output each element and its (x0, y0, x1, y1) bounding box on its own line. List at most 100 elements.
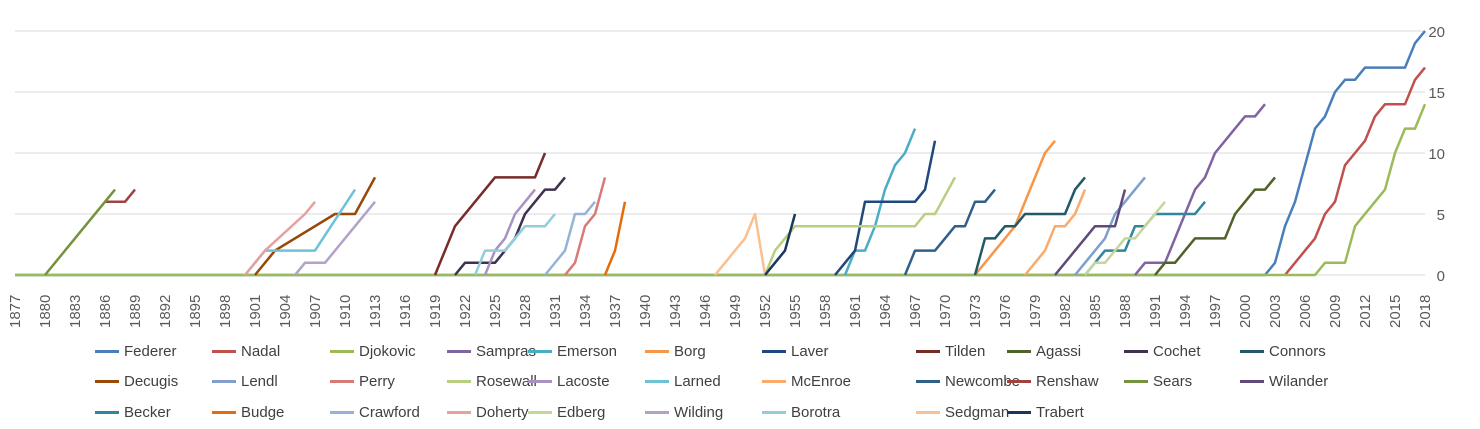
y-tick-label: 5 (1437, 207, 1445, 224)
legend-swatch (762, 349, 786, 353)
x-tick-label: 1994 (1177, 295, 1194, 328)
legend-item-emerson: Emerson (528, 341, 617, 361)
series-line-sears (44, 188, 116, 276)
legend-item-edberg: Edberg (528, 402, 605, 422)
x-tick-label: 1898 (217, 295, 234, 328)
series-line-djokovic (15, 103, 1427, 277)
legend-swatch (1124, 349, 1148, 353)
legend-label: Edberg (557, 403, 606, 421)
legend-label: Newcombe (945, 372, 1021, 390)
legend-item-borotra: Borotra (762, 402, 840, 422)
x-tick-label: 1910 (337, 295, 354, 328)
series-line-connors (973, 176, 1086, 276)
x-tick-label: 1931 (547, 295, 564, 328)
legend-label: Sampras (476, 342, 537, 360)
legend-swatch (330, 349, 354, 353)
legend-swatch (645, 410, 669, 414)
legend-item-renshaw: Renshaw (1007, 371, 1099, 391)
legend-swatch (95, 379, 119, 383)
x-tick-label: 1967 (907, 295, 924, 328)
x-tick-label: 2018 (1417, 295, 1434, 328)
legend-item-budge: Budge (212, 402, 284, 422)
legend-label: Tilden (945, 342, 986, 360)
x-tick-label: 2009 (1327, 295, 1344, 328)
legend-label: Connors (1269, 342, 1326, 360)
legend-swatch (916, 410, 940, 414)
legend-swatch (528, 349, 552, 353)
series-line-perry (564, 177, 607, 276)
legend-label: Agassi (1036, 342, 1082, 360)
legend-label: Borg (674, 342, 706, 360)
legend-item-larned: Larned (645, 371, 721, 391)
y-tick-label: 0 (1437, 268, 1445, 285)
legend-item-perry: Perry (330, 371, 395, 391)
y-tick-label: 20 (1428, 24, 1445, 41)
series-line-tilden (433, 152, 547, 276)
x-tick-label: 2012 (1357, 295, 1374, 328)
series-line-doherty (244, 201, 316, 276)
legend-swatch (212, 349, 236, 353)
legend-label: Cochet (1153, 342, 1201, 360)
legend-item-doherty: Doherty (447, 402, 529, 422)
x-tick-label: 2003 (1267, 295, 1284, 328)
legend-item-cochet: Cochet (1124, 341, 1201, 361)
legend-item-laver: Laver (762, 341, 829, 361)
legend-label: Nadal (241, 342, 281, 360)
x-tick-label: 1979 (1027, 295, 1044, 328)
legend-item-connors: Connors (1240, 341, 1326, 361)
legend-label: Budge (241, 403, 285, 421)
x-tick-label: 1877 (7, 295, 24, 328)
legend-item-becker: Becker (95, 402, 171, 422)
legend-label: Becker (124, 403, 171, 421)
legend-label: Renshaw (1036, 372, 1099, 390)
legend-label: Lacoste (557, 372, 610, 390)
y-axis-ticks: 0 5 10 15 20 (1428, 24, 1445, 285)
legend-item-rosewall: Rosewall (447, 371, 537, 391)
series-line-emerson (843, 128, 917, 276)
legend-swatch (762, 379, 786, 383)
legend-label: Perry (359, 372, 395, 390)
x-tick-label: 2006 (1297, 295, 1314, 328)
legend-swatch (447, 410, 471, 414)
legend-swatch (447, 349, 471, 353)
legend-swatch (330, 410, 354, 414)
series-line-sampras (1134, 103, 1266, 276)
x-tick-label: 1973 (967, 295, 984, 328)
legend-item-sedgman: Sedgman (916, 402, 1009, 422)
x-tick-label: 1925 (487, 295, 504, 328)
x-tick-label: 1892 (157, 295, 174, 328)
series-line-larned (244, 188, 357, 276)
legend-label: Emerson (557, 342, 618, 360)
series-line-edberg (1084, 201, 1166, 276)
legend-label: Lendl (241, 372, 278, 390)
legend-swatch (1007, 379, 1031, 383)
series-line-borotra (473, 213, 556, 276)
legend-swatch (447, 379, 471, 383)
legend-swatch (645, 379, 669, 383)
legend-item-decugis: Decugis (95, 371, 178, 391)
series-line-decugis (254, 176, 377, 276)
x-tick-label: 1982 (1057, 295, 1074, 328)
legend-item-wilding: Wilding (645, 402, 723, 422)
series-line-becker (1084, 201, 1206, 276)
x-tick-label: 1970 (937, 295, 954, 328)
x-tick-label: 1991 (1147, 295, 1164, 328)
series-lines (15, 30, 1427, 277)
legend-item-sampras: Sampras (447, 341, 536, 361)
x-tick-label: 1919 (427, 295, 444, 328)
series-line-nadal (1284, 66, 1426, 276)
x-tick-label: 2000 (1237, 295, 1254, 328)
legend-item-mcenroe: McEnroe (762, 371, 851, 391)
x-tick-label: 1988 (1117, 295, 1134, 328)
x-tick-label: 1940 (637, 295, 654, 328)
legend-item-newcombe: Newcombe (916, 371, 1020, 391)
legend-item-federer: Federer (95, 341, 177, 361)
series-line-newcombe (903, 188, 996, 276)
legend-label: Decugis (124, 372, 179, 390)
x-tick-label: 1961 (847, 295, 864, 328)
legend-item-agassi: Agassi (1007, 341, 1081, 361)
x-tick-label: 1901 (247, 295, 264, 328)
x-tick-label: 2015 (1387, 295, 1404, 328)
legend-swatch (916, 349, 940, 353)
x-tick-label: 1958 (817, 295, 834, 328)
